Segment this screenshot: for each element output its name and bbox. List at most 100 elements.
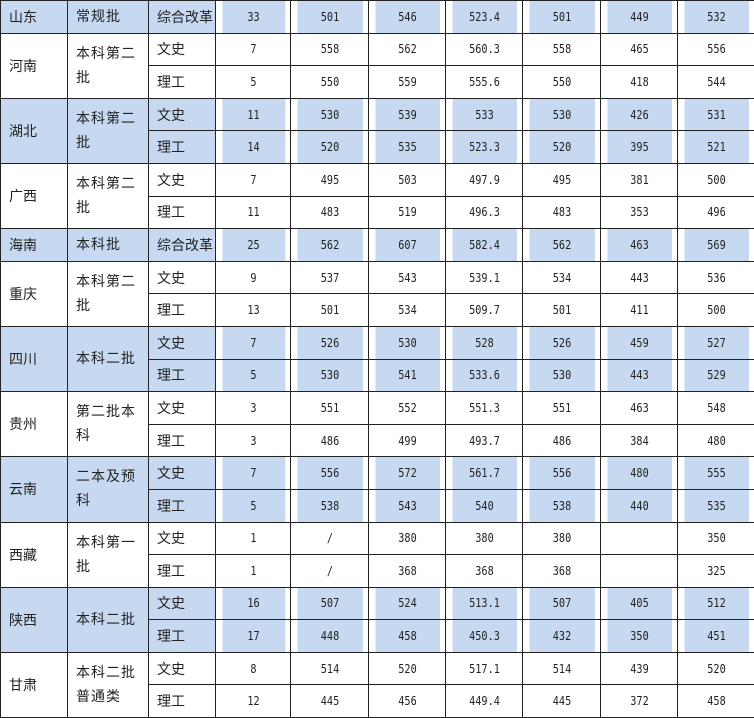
score-6-cell: 500 [683,294,748,327]
score-3-cell: 533.6 [451,359,516,392]
score-6-cell: 500 [683,163,748,196]
score-6-cell: 548 [683,392,748,425]
count-cell: 3 [221,392,285,425]
score-6-cell: 529 [683,359,748,392]
count-cell: 8 [221,652,285,685]
count-cell: 11 [221,98,285,131]
score-6-cell: 556 [683,33,748,66]
score-2-cell: 607 [374,229,439,262]
score-5-cell: 443 [606,261,671,294]
score-3-cell: 528 [451,326,516,359]
score-1-cell: 530 [296,359,362,392]
score-5-cell: 381 [606,163,671,196]
score-5-cell: 459 [606,326,671,359]
province-cell: 甘肃 [1,652,68,717]
category-cell: 文史 [149,98,216,131]
score-4-cell: 501 [528,1,594,34]
province-cell: 西藏 [1,522,68,587]
score-5-cell: 439 [606,652,671,685]
score-5-cell [606,522,671,555]
batch-cell: 本科第二批 [68,33,149,98]
batch-cell: 本科第二批 [68,98,149,163]
score-6-cell: 350 [683,522,748,555]
score-1-cell: 562 [296,229,362,262]
count-cell: 14 [221,131,285,164]
score-4-cell: 507 [528,587,594,620]
score-2-cell: 503 [374,163,439,196]
score-2-cell: 543 [374,489,439,522]
score-5-cell: 418 [606,66,671,99]
count-cell: 13 [221,294,285,327]
score-2-cell: 368 [374,555,439,588]
score-6-cell: 569 [683,229,748,262]
score-6-cell: 527 [683,326,748,359]
count-cell: 3 [221,424,285,457]
count-cell: 12 [221,685,285,718]
score-2-cell: 559 [374,66,439,99]
category-cell: 文史 [149,261,216,294]
category-cell: 文史 [149,392,216,425]
score-4-cell: 550 [528,66,594,99]
count-cell: 11 [221,196,285,229]
score-6-cell: 544 [683,66,748,99]
score-5-cell: 405 [606,587,671,620]
score-1-cell: 530 [296,98,362,131]
score-6-cell: 451 [683,620,748,653]
score-4-cell: 432 [528,620,594,653]
score-2-cell: 458 [374,620,439,653]
score-3-cell: 493.7 [451,424,516,457]
score-2-cell: 539 [374,98,439,131]
batch-cell: 本科批 [68,229,149,262]
score-5-cell: 411 [606,294,671,327]
score-6-cell: 520 [683,652,748,685]
category-cell: 文史 [149,33,216,66]
score-2-cell: 572 [374,457,439,490]
count-cell: 25 [221,229,285,262]
count-cell: 16 [221,587,285,620]
count-cell: 5 [221,66,285,99]
batch-cell: 本科二批 [68,326,149,391]
category-cell: 理工 [149,555,216,588]
score-1-cell: / [296,555,362,588]
category-cell: 文史 [149,587,216,620]
province-cell: 陕西 [1,587,68,652]
score-1-cell: / [296,522,362,555]
province-cell: 海南 [1,229,68,262]
score-1-cell: 445 [296,685,362,718]
count-cell: 9 [221,261,285,294]
batch-cell: 本科第二批 [68,163,149,228]
score-6-cell: 535 [683,489,748,522]
score-3-cell: 449.4 [451,685,516,718]
province-cell: 四川 [1,326,68,391]
score-3-cell: 513.1 [451,587,516,620]
category-cell: 文史 [149,326,216,359]
category-cell: 文史 [149,163,216,196]
province-cell: 湖北 [1,98,68,163]
score-4-cell: 538 [528,489,594,522]
score-2-cell: 520 [374,652,439,685]
score-5-cell [606,555,671,588]
batch-cell: 本科第一批 [68,522,149,587]
category-cell: 文史 [149,522,216,555]
score-3-cell: 497.9 [451,163,516,196]
score-3-cell: 380 [451,522,516,555]
score-6-cell: 555 [683,457,748,490]
score-6-cell: 512 [683,587,748,620]
score-4-cell: 501 [528,294,594,327]
score-6-cell: 325 [683,555,748,588]
score-4-cell: 380 [528,522,594,555]
score-2-cell: 552 [374,392,439,425]
score-2-cell: 541 [374,359,439,392]
score-2-cell: 534 [374,294,439,327]
score-5-cell: 465 [606,33,671,66]
category-cell: 文史 [149,457,216,490]
score-1-cell: 558 [296,33,362,66]
score-4-cell: 520 [528,131,594,164]
score-1-cell: 483 [296,196,362,229]
category-cell: 理工 [149,489,216,522]
category-cell: 理工 [149,294,216,327]
